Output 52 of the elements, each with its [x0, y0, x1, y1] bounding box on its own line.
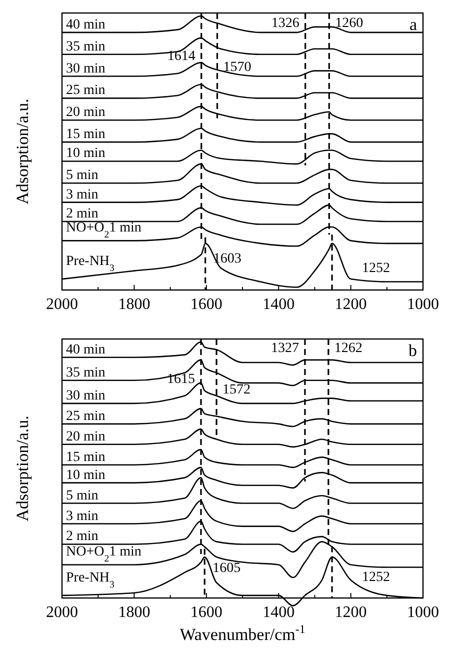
- series-label: 20 min: [66, 429, 106, 444]
- series-label: 15 min: [66, 450, 106, 465]
- series-label: 3 min: [66, 187, 98, 202]
- series-label: 10 min: [66, 468, 106, 483]
- series-label: 2 min: [66, 206, 98, 222]
- y-axis-title: Adsorption/a.u.: [13, 98, 32, 204]
- series-label: 30 min: [66, 388, 106, 404]
- series-label: 35 min: [66, 365, 106, 380]
- ref-line-label: 1326: [271, 16, 300, 31]
- x-tick-label: 1200: [334, 296, 367, 313]
- series-label: 35 min: [66, 39, 106, 54]
- x-tick-label: 1400: [262, 604, 295, 621]
- series-label: Pre-NH$_{3}$: [66, 570, 115, 590]
- ref-line-label: 1570: [223, 60, 252, 76]
- series-label: 20 min: [66, 105, 106, 120]
- annotation: a: [409, 15, 418, 34]
- y-axis-title: Adsorption/a.u.: [13, 416, 32, 522]
- series-label: 10 min: [66, 146, 106, 162]
- x-tick-label: 1800: [118, 604, 150, 621]
- ref-line-label: 1260: [335, 16, 364, 31]
- x-tick-label: 1200: [334, 604, 367, 621]
- series-label: NO+O$_{2}$1 min: [66, 220, 142, 240]
- series-label: 40 min: [66, 17, 106, 32]
- series-label: NO+O$_{2}$1 min: [66, 544, 142, 564]
- x-tick-label: 1600: [190, 296, 222, 313]
- ref-line-label: 1605: [212, 561, 241, 576]
- series-label: 3 min: [66, 508, 98, 524]
- ref-line-label: 1615: [166, 372, 195, 388]
- series-label: 5 min: [66, 168, 98, 184]
- x-tick-label: 1000: [407, 296, 439, 313]
- ref-line-label: 1614: [167, 49, 196, 64]
- x-axis-title: Wavenumber/cm$^{-1}$: [180, 622, 306, 644]
- series-label: 30 min: [66, 61, 106, 76]
- ref-line-label: 1252: [362, 570, 390, 586]
- x-tick-label: 1000: [407, 604, 439, 621]
- x-tick-label: 1600: [190, 604, 222, 621]
- x-tick-label: 1400: [262, 296, 295, 313]
- series-label: 5 min: [66, 488, 98, 504]
- ref-line-label: 1252: [362, 260, 390, 276]
- series-label: 25 min: [66, 83, 106, 98]
- x-tick-label: 2000: [46, 604, 78, 621]
- ref-line-label: 1327: [270, 340, 299, 356]
- series-label: Pre-NH$_{3}$: [66, 254, 115, 274]
- annotation: b: [408, 341, 417, 360]
- series-label: 15 min: [66, 127, 106, 142]
- x-tick-label: 2000: [46, 296, 78, 313]
- ref-line-label: 1572: [222, 382, 251, 398]
- series-label: 25 min: [66, 408, 106, 424]
- series-label: 2 min: [66, 529, 98, 544]
- x-tick-label: 1800: [118, 296, 150, 313]
- series-label: 40 min: [66, 342, 106, 358]
- ref-line-label: 1262: [334, 340, 362, 356]
